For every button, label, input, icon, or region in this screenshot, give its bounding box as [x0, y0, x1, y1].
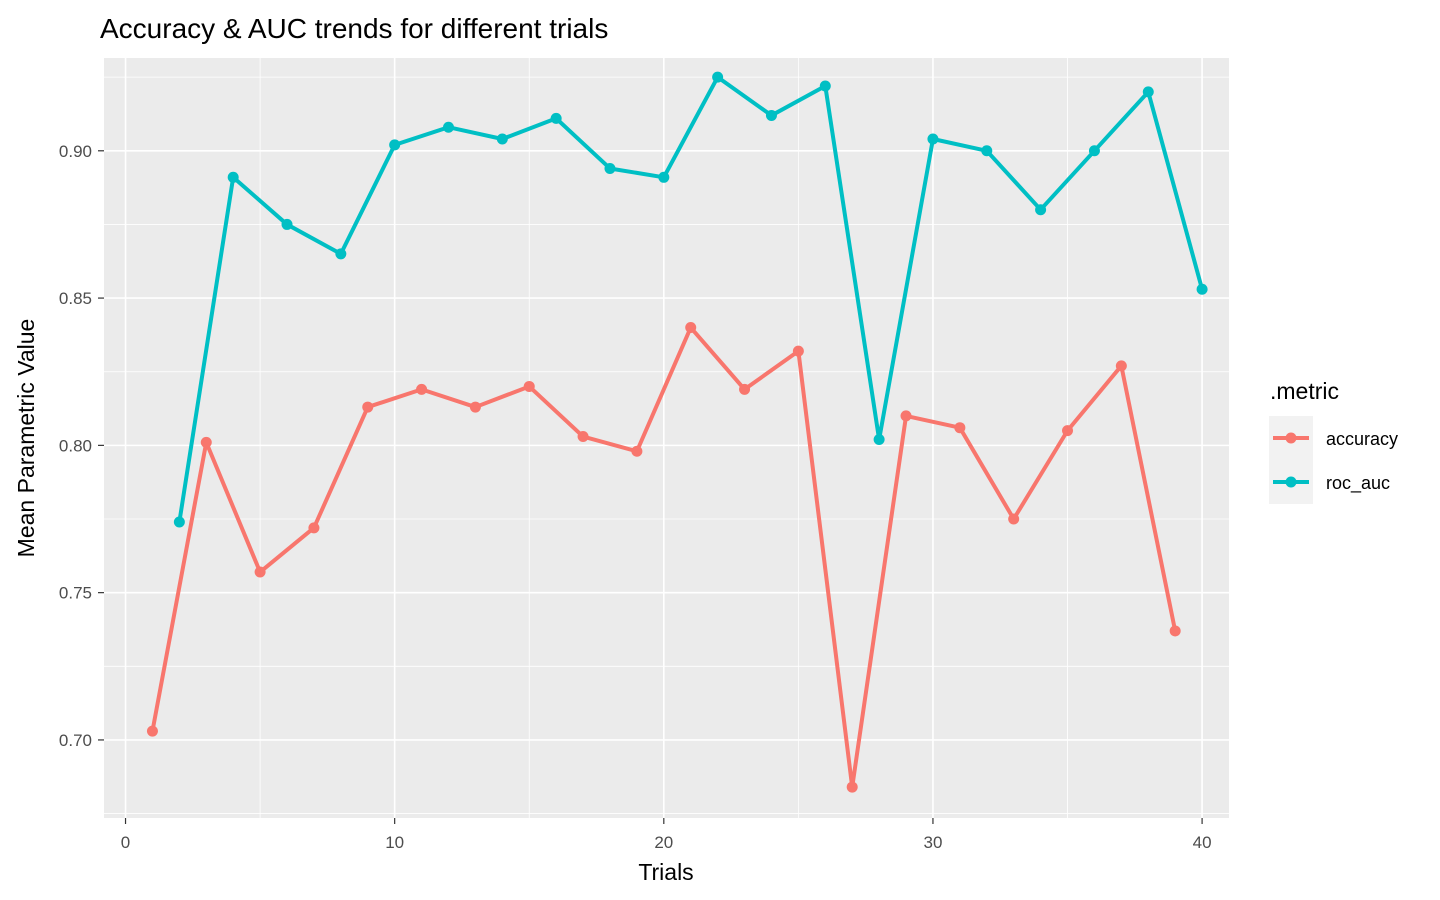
data-point-accuracy — [792, 345, 804, 357]
legend-label-accuracy: accuracy — [1326, 429, 1398, 449]
data-point-accuracy — [254, 566, 266, 578]
data-point-accuracy — [900, 410, 912, 422]
legend: .metric accuracy roc_auc — [1269, 378, 1398, 504]
x-tick-label: 10 — [385, 833, 404, 852]
data-point-accuracy — [685, 322, 697, 334]
data-point-accuracy — [739, 383, 751, 395]
data-point-roc_auc — [496, 133, 508, 145]
series-line-accuracy — [150, 325, 1178, 790]
data-point-accuracy — [200, 436, 212, 448]
data-point-roc_auc — [658, 171, 670, 183]
data-point-accuracy — [362, 401, 374, 413]
data-point-roc_auc — [981, 145, 993, 157]
data-point-roc_auc — [550, 112, 562, 124]
data-point-accuracy — [631, 445, 643, 457]
legend-items: accuracy roc_auc — [1269, 416, 1398, 504]
legend-label-roc_auc: roc_auc — [1326, 473, 1390, 494]
legend-item-roc_auc: roc_auc — [1269, 460, 1390, 504]
data-point-accuracy — [1169, 625, 1181, 637]
data-point-roc_auc — [1142, 86, 1154, 98]
data-point-roc_auc — [442, 121, 454, 133]
data-point-accuracy — [523, 380, 535, 392]
data-point-accuracy — [1008, 513, 1020, 525]
data-point-roc_auc — [335, 248, 347, 260]
data-point-accuracy — [846, 781, 858, 793]
data-point-accuracy — [577, 431, 589, 443]
legend-item-accuracy: accuracy — [1269, 416, 1398, 460]
series-roc_auc — [173, 71, 1208, 528]
x-tick-label: 30 — [923, 833, 942, 852]
data-point-accuracy — [308, 522, 320, 534]
data-point-roc_auc — [927, 133, 939, 145]
data-point-roc_auc — [712, 71, 724, 83]
x-tick-label: 40 — [1193, 833, 1212, 852]
data-point-accuracy — [416, 383, 428, 395]
major-gridlines — [104, 58, 1229, 818]
data-point-accuracy — [146, 725, 158, 737]
data-point-roc_auc — [227, 171, 239, 183]
series-accuracy — [146, 322, 1181, 793]
data-point-roc_auc — [389, 139, 401, 151]
legend-title: .metric — [1270, 378, 1339, 404]
legend-key-point — [1285, 432, 1297, 444]
y-tick-label: 0.85 — [59, 289, 92, 308]
data-point-roc_auc — [1196, 283, 1208, 295]
chart-title: Accuracy & AUC trends for different tria… — [100, 13, 608, 44]
data-point-accuracy — [1115, 360, 1127, 372]
y-tick-label: 0.90 — [59, 142, 92, 161]
data-point-roc_auc — [173, 516, 185, 528]
data-point-roc_auc — [1088, 145, 1100, 157]
y-tick-label: 0.70 — [59, 731, 92, 750]
y-axis: 0.70 0.75 0.80 0.85 0.90 — [59, 142, 104, 750]
x-tick-label: 0 — [121, 833, 130, 852]
y-tick-label: 0.75 — [59, 584, 92, 603]
data-point-roc_auc — [819, 80, 831, 92]
data-point-accuracy — [954, 422, 966, 434]
data-point-accuracy — [1062, 425, 1074, 437]
data-point-roc_auc — [765, 109, 777, 121]
x-tick-label: 20 — [654, 833, 673, 852]
legend-key-point — [1285, 476, 1297, 488]
y-axis-label: Mean Parametric Value — [13, 319, 39, 558]
series-layer — [146, 71, 1208, 793]
data-point-roc_auc — [281, 218, 293, 230]
series-line-roc_auc — [177, 75, 1205, 523]
data-point-roc_auc — [873, 433, 885, 445]
y-tick-label: 0.80 — [59, 436, 92, 455]
data-point-roc_auc — [1035, 204, 1047, 216]
plot-panel — [104, 58, 1229, 818]
data-point-roc_auc — [604, 162, 616, 174]
x-axis-label: Trials — [638, 859, 693, 885]
data-point-accuracy — [469, 401, 481, 413]
x-axis: 0 10 20 30 40 — [121, 818, 1212, 852]
